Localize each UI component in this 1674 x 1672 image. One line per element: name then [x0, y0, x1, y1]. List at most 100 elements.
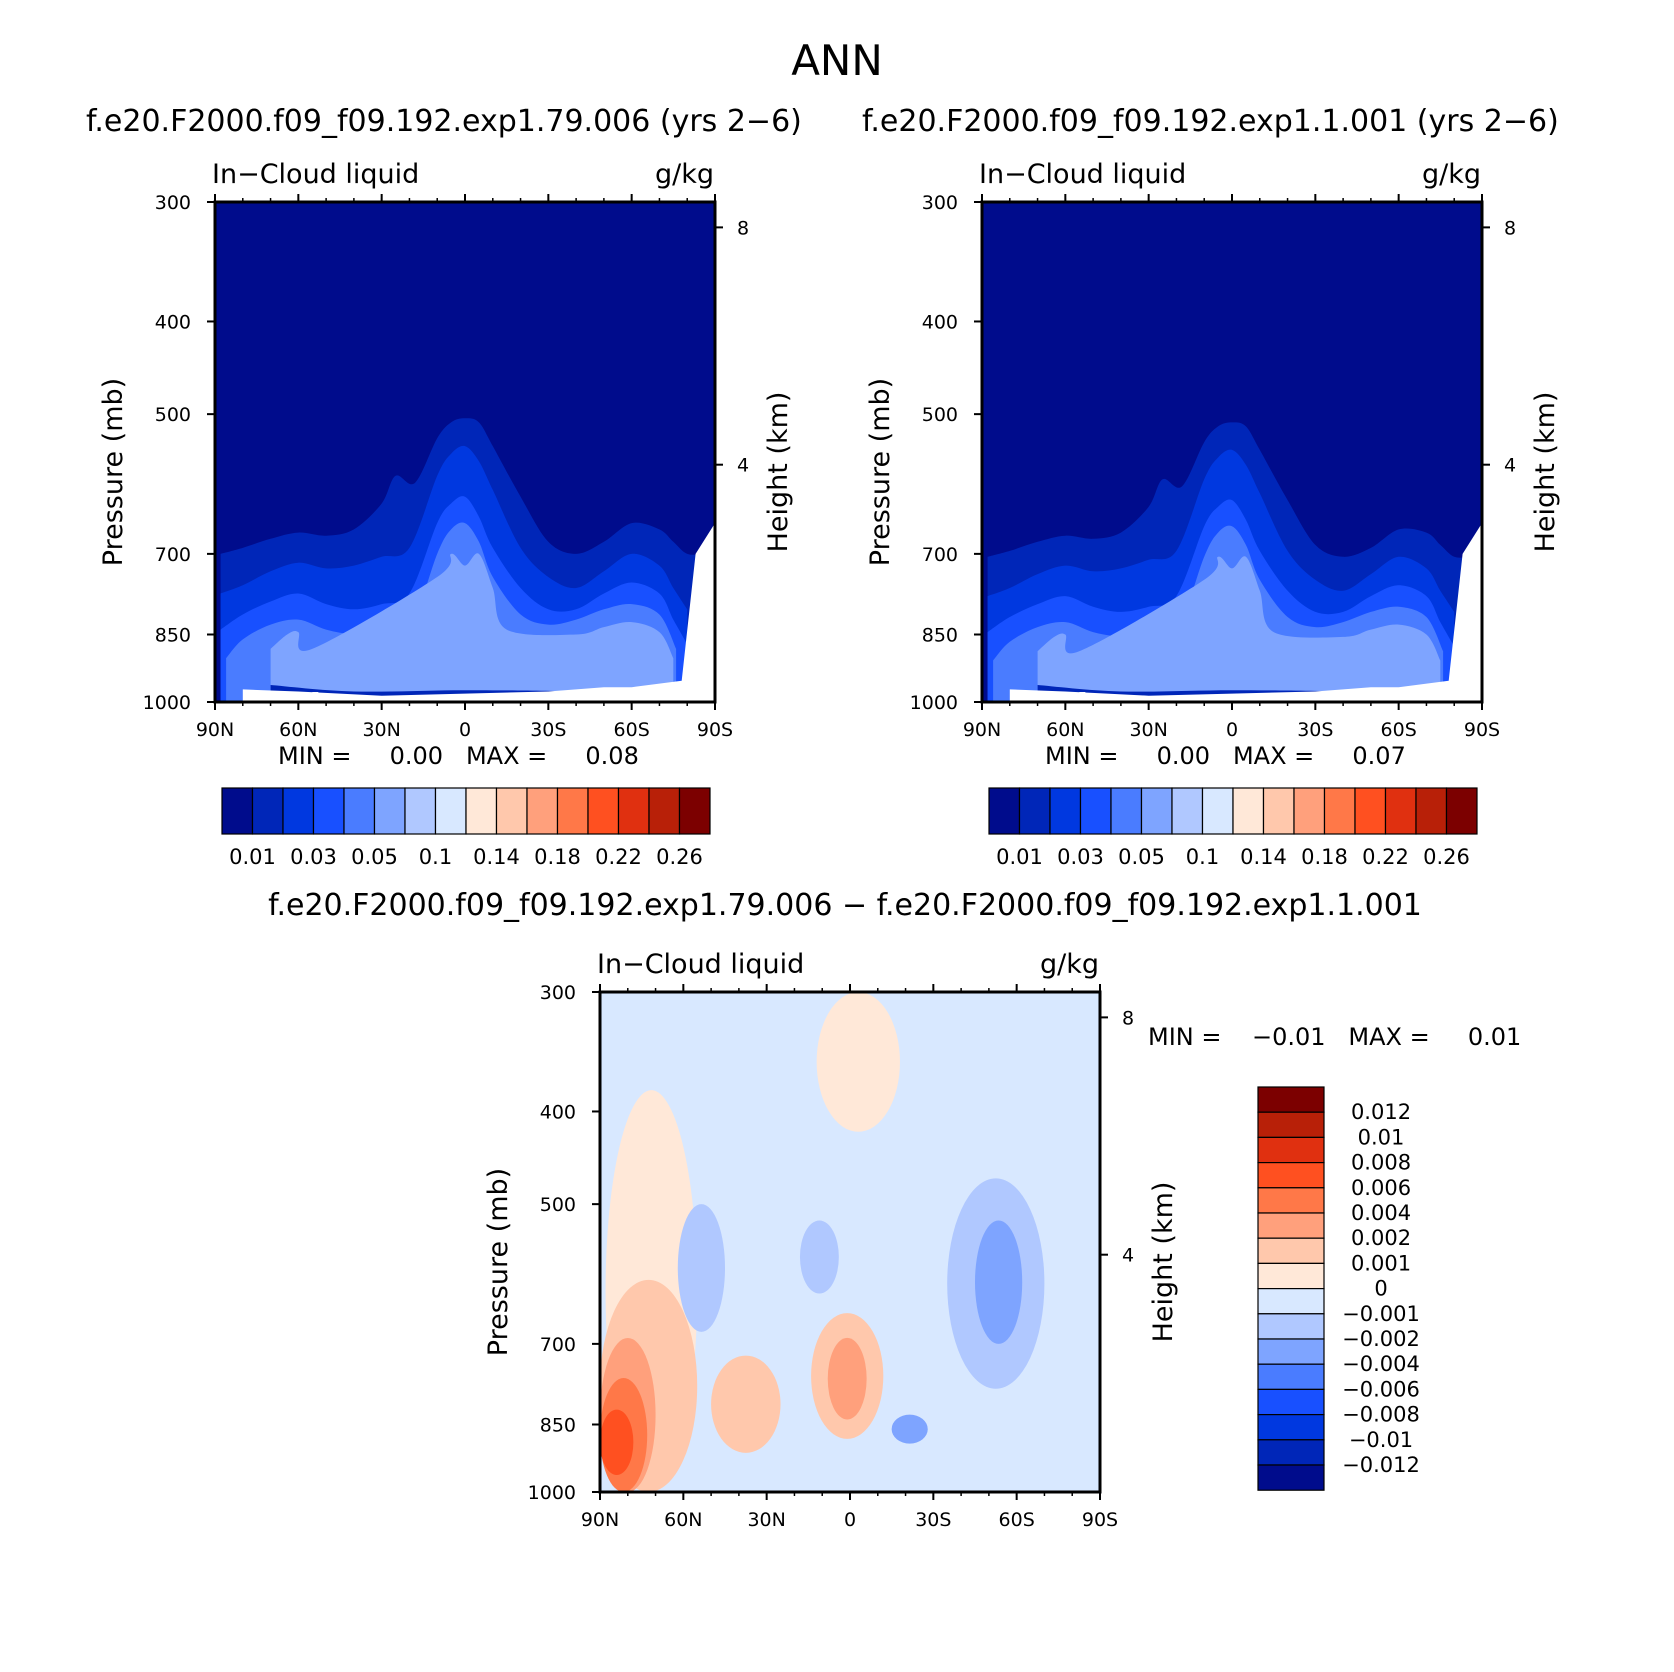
case-colorbar-swatch [221, 787, 254, 835]
difference-colorbar-swatch [1257, 1414, 1325, 1441]
control-x-tick-label: 60N [1046, 719, 1084, 741]
difference-units-label: g/kg [1040, 949, 1099, 980]
case-y2-tick-label: 4 [737, 455, 749, 477]
control-contour-field [982, 202, 1482, 702]
control-y-tick-label: 300 [922, 192, 958, 214]
case-variable-label: In−Cloud liquid [212, 159, 419, 190]
difference-y-tick-label: 700 [540, 1334, 576, 1356]
control-colorbar-swatch [1445, 787, 1478, 835]
case-contour-fill [270, 553, 674, 702]
case-panel-title: f.e20.F2000.f09_f09.192.exp1.79.006 (yrs… [86, 104, 802, 139]
control-colorbar-swatch [1140, 787, 1173, 835]
control-x-tick-label: 60S [1381, 719, 1417, 741]
difference-variable-label: In−Cloud liquid [597, 949, 804, 980]
case-x-tick-label: 0 [459, 719, 471, 741]
difference-colorbar-swatch [1257, 1262, 1325, 1290]
difference-y-tick-label: 500 [540, 1194, 576, 1216]
control-min-max-text: MIN = 0.00 MAX = 0.07 [1045, 742, 1406, 770]
difference-x-tick-label: 60N [664, 1509, 702, 1531]
difference-colorbar-swatch [1257, 1464, 1325, 1491]
difference-contour-fill [816, 992, 900, 1132]
difference-colorbar-swatch [1257, 1338, 1325, 1365]
control-missing-data-region [1079, 692, 1086, 702]
difference-y-tick-label: 1000 [528, 1482, 576, 1504]
difference-contour-fill [799, 1220, 839, 1294]
control-colorbar-swatch [1262, 787, 1295, 835]
control-colorbar-swatch [1415, 787, 1448, 835]
control-x-tick-label: 90S [1464, 719, 1500, 741]
case-y2-tick-label: 8 [737, 217, 749, 239]
control-colorbar-label: 0.05 [1118, 845, 1165, 869]
control-colorbar-label: 0.26 [1423, 845, 1470, 869]
difference-y2-tick-label: 4 [1122, 1245, 1134, 1267]
case-x-tick-label: 60S [614, 719, 650, 741]
control-colorbar-label: 0.03 [1057, 845, 1104, 869]
case-missing-data-region [312, 692, 319, 702]
difference-x-tick-label: 90S [1082, 1509, 1118, 1531]
difference-colorbar-label: 0.01 [1358, 1125, 1405, 1149]
difference-colorbar-swatch [1257, 1086, 1325, 1113]
case-y-tick-label: 700 [155, 544, 191, 566]
difference-colorbar-label: 0.006 [1351, 1176, 1411, 1200]
case-y-tick-label: 500 [155, 404, 191, 426]
difference-x-tick-label: 30S [915, 1509, 951, 1531]
case-colorbar-swatch [465, 787, 498, 835]
case-missing-data-region [603, 692, 688, 702]
control-units-label: g/kg [1422, 159, 1481, 190]
difference-y-tick-label: 400 [540, 1101, 576, 1123]
control-colorbar-label: 0.01 [996, 845, 1043, 869]
difference-colorbar-swatch [1257, 1288, 1325, 1315]
control-y-axis-label: Pressure (mb) [865, 378, 896, 566]
difference-colorbar-swatch [1257, 1363, 1325, 1391]
control-missing-data-region [1370, 692, 1455, 702]
difference-panel-title: f.e20.F2000.f09_f09.192.exp1.79.006 − f.… [268, 888, 1422, 923]
case-y-axis-label: Pressure (mb) [98, 378, 129, 566]
case-colorbar-swatch [434, 787, 467, 835]
difference-x-tick-label: 60S [999, 1509, 1035, 1531]
case-colorbar-label: 0.26 [656, 845, 703, 869]
control-y2-tick-label: 8 [1504, 217, 1516, 239]
difference-colorbar-label: −0.012 [1342, 1453, 1420, 1477]
difference-colorbar-swatch [1257, 1111, 1325, 1139]
difference-y-tick-label: 300 [540, 982, 576, 1004]
case-colorbar-swatch [251, 787, 284, 835]
case-y-tick-label: 400 [155, 311, 191, 333]
difference-x-tick-label: 30N [747, 1509, 785, 1531]
control-colorbar-swatch [1323, 787, 1356, 835]
difference-contour-fill [711, 1355, 781, 1453]
control-colorbar-swatch [1171, 787, 1204, 835]
difference-y-axis-label: Pressure (mb) [483, 1168, 514, 1356]
control-colorbar-swatch [1232, 787, 1265, 835]
difference-colorbar-label: −0.01 [1349, 1428, 1413, 1452]
case-colorbar-swatch [282, 787, 315, 835]
difference-colorbar-label: −0.001 [1342, 1302, 1420, 1326]
difference-contour-fill [974, 1220, 1023, 1344]
control-y-tick-label: 400 [922, 311, 958, 333]
case-colorbar-label: 0.03 [290, 845, 337, 869]
control-contour-plot: 90N 60N 30N 0 30S 60S 90S 300 400 500 700 850 1000 4 8… [865, 159, 1561, 869]
difference-contour-fill [600, 1409, 634, 1476]
case-colorbar-swatch [587, 787, 620, 835]
case-contour-plot: 90N 60N 30N 0 30S 60S 90S 300 400 500 700 850 1000 4 8… [98, 159, 794, 869]
case-min-max-text: MIN = 0.00 MAX = 0.08 [278, 742, 639, 770]
case-axes: 90N 60N 30N 0 30S 60S 90S 300 400 500 700 850 1000 4 8 [143, 192, 749, 741]
case-colorbar-label: 0.22 [595, 845, 642, 869]
difference-y2-axis-label: Height (km) [1148, 1182, 1179, 1343]
case-y-tick-label: 300 [155, 192, 191, 214]
control-colorbar-label: 0.22 [1362, 845, 1409, 869]
case-units-label: g/kg [655, 159, 714, 190]
difference-x-tick-label: 0 [844, 1509, 856, 1531]
difference-colorbar-swatch [1257, 1313, 1325, 1340]
case-y-tick-label: 1000 [143, 692, 191, 714]
case-colorbar-label: 0.01 [229, 845, 276, 869]
difference-colorbar-swatch [1257, 1237, 1325, 1264]
control-colorbar-label: 0.18 [1301, 845, 1348, 869]
case-colorbar-swatch [526, 787, 559, 835]
control-colorbar-swatch [1201, 787, 1234, 835]
control-colorbar-label: 0.1 [1186, 845, 1219, 869]
difference-contour-fill [677, 1204, 726, 1332]
case-missing-data-region [242, 523, 715, 702]
control-variable-label: In−Cloud liquid [979, 159, 1186, 190]
case-colorbar-swatch [617, 787, 650, 835]
control-colorbar-swatch [1018, 787, 1051, 835]
